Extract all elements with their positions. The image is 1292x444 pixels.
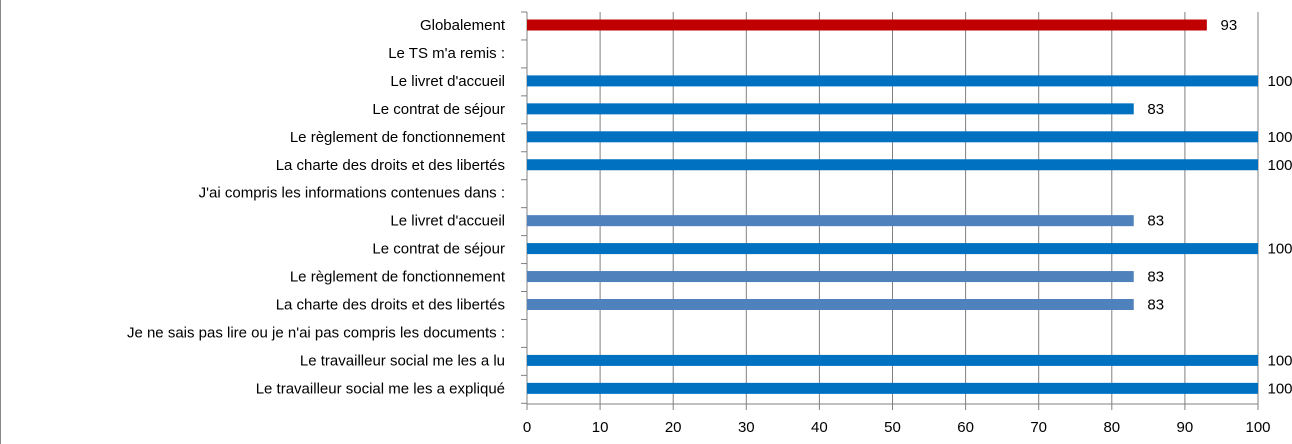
bar (527, 299, 1134, 310)
data-label: 100 (1267, 129, 1292, 146)
x-tick-label: 100 (1245, 419, 1270, 436)
data-label: 100 (1267, 380, 1292, 397)
category-label: La charte des droits et des libertés (276, 297, 505, 314)
bar (527, 243, 1258, 255)
data-label: 83 (1147, 297, 1164, 314)
data-label: 83 (1147, 101, 1164, 118)
data-label: 100 (1267, 157, 1292, 174)
category-label: Je ne sais pas lire ou je n'ai pas compr… (127, 324, 505, 341)
category-label: Le TS m'a remis : (388, 45, 505, 62)
bar (527, 131, 1258, 143)
category-label: Le contrat de séjour (372, 101, 505, 118)
category-label: Le travailleur social me les a expliqué (256, 380, 505, 397)
category-label: Le livret d'accueil (390, 213, 505, 230)
x-tick-label: 40 (811, 419, 828, 436)
x-tick-label: 30 (738, 419, 755, 436)
bar (527, 75, 1258, 87)
x-tick-label: 10 (592, 419, 609, 436)
bar (527, 382, 1258, 394)
category-label: Le livret d'accueil (390, 73, 505, 90)
bar (527, 103, 1134, 115)
x-tick-label: 0 (523, 419, 531, 436)
x-tick-label: 90 (1177, 419, 1194, 436)
bar (527, 271, 1134, 283)
x-tick-label: 80 (1103, 419, 1120, 436)
x-tick-label: 60 (957, 419, 974, 436)
x-tick-label: 70 (1030, 419, 1047, 436)
data-label: 100 (1267, 73, 1292, 90)
data-label: 100 (1267, 352, 1292, 369)
category-label: Le travailleur social me les a lu (300, 352, 505, 369)
category-label: La charte des droits et des libertés (276, 157, 505, 174)
bar (527, 215, 1134, 227)
x-tick-label: 50 (884, 419, 901, 436)
data-label: 83 (1147, 269, 1164, 286)
category-label: Le règlement de fonctionnement (290, 269, 506, 286)
category-label: Globalement (420, 17, 506, 34)
data-label: 100 (1267, 241, 1292, 258)
category-label: Le règlement de fonctionnement (290, 129, 506, 146)
bar (527, 159, 1258, 171)
x-tick-label: 20 (665, 419, 682, 436)
bar (527, 354, 1258, 366)
category-label: Le contrat de séjour (372, 241, 505, 258)
category-label: J'ai compris les informations contenues … (199, 185, 505, 202)
data-label: 93 (1220, 17, 1237, 34)
bar (527, 19, 1207, 31)
data-label: 83 (1147, 213, 1164, 230)
